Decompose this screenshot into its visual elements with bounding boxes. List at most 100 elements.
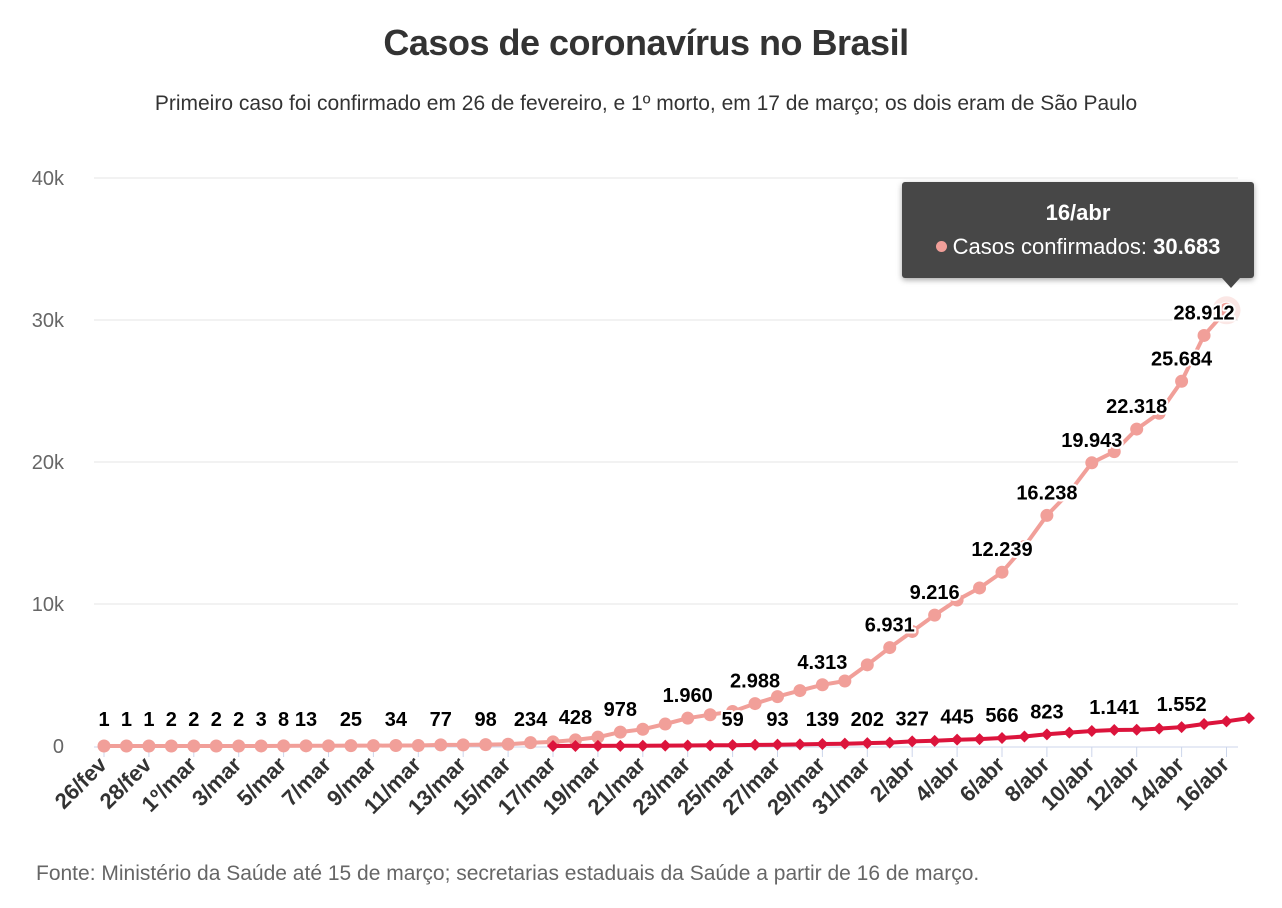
cases-point[interactable] (568, 733, 582, 747)
deaths-point[interactable] (591, 739, 604, 752)
deaths-point[interactable] (1220, 715, 1233, 728)
cases-point[interactable] (97, 739, 111, 753)
deaths-point[interactable] (838, 737, 851, 750)
deaths-point[interactable] (614, 739, 627, 752)
cases-point[interactable] (995, 565, 1009, 579)
cases-point[interactable] (613, 725, 627, 739)
cases-point[interactable] (501, 737, 515, 751)
cases-point[interactable] (1062, 485, 1076, 499)
series-cases[interactable] (97, 296, 1241, 753)
cases-point[interactable] (815, 678, 829, 692)
deaths-point[interactable] (1040, 728, 1053, 741)
cases-point[interactable] (119, 739, 133, 753)
cases-point[interactable] (209, 739, 223, 753)
cases-point[interactable] (1017, 540, 1031, 554)
deaths-data-label: 445 (940, 707, 973, 729)
cases-point[interactable] (456, 738, 470, 752)
deaths-point[interactable] (883, 736, 896, 749)
deaths-point[interactable] (726, 739, 739, 752)
deaths-point[interactable] (681, 739, 694, 752)
deaths-point[interactable] (1175, 721, 1188, 734)
deaths-point[interactable] (951, 733, 964, 746)
cases-point[interactable] (434, 738, 448, 752)
cases-point[interactable] (299, 739, 313, 753)
cases-point[interactable] (411, 739, 425, 753)
deaths-point[interactable] (1018, 730, 1031, 743)
cases-point[interactable] (1107, 445, 1121, 459)
cases-data-label: 234 (514, 709, 548, 731)
cases-point[interactable] (479, 738, 493, 752)
deaths-point[interactable] (569, 739, 582, 752)
cases-point[interactable] (389, 739, 403, 753)
cases-point[interactable] (681, 711, 695, 725)
cases-point[interactable] (883, 641, 897, 655)
cases-point[interactable] (771, 690, 784, 704)
deaths-point[interactable] (861, 737, 874, 750)
deaths-point[interactable] (1085, 725, 1098, 738)
cases-point[interactable] (748, 697, 762, 711)
cases-point[interactable] (928, 608, 942, 622)
cases-data-label: 25 (340, 709, 362, 731)
deaths-point[interactable] (996, 731, 1008, 744)
chart-title: Casos de coronavírus no Brasil (383, 22, 909, 63)
cases-point[interactable] (187, 739, 201, 753)
cases-point[interactable] (793, 684, 807, 698)
cases-point[interactable] (905, 624, 919, 638)
cases-point[interactable] (366, 739, 380, 753)
cases-point[interactable] (1197, 328, 1211, 342)
deaths-point[interactable] (1130, 723, 1143, 736)
tooltip-value: 30.683 (1153, 234, 1221, 259)
cases-point[interactable] (591, 730, 605, 744)
y-tick-label: 0 (53, 736, 64, 758)
cases-point[interactable] (1218, 301, 1235, 319)
cases-point[interactable] (1175, 374, 1189, 388)
cases-point[interactable] (277, 739, 291, 753)
cases-point[interactable] (1040, 508, 1054, 522)
deaths-point[interactable] (906, 735, 919, 748)
deaths-point[interactable] (659, 739, 672, 752)
cases-point[interactable] (524, 736, 538, 750)
cases-point[interactable] (658, 717, 672, 731)
series-deaths[interactable] (547, 712, 1255, 752)
cases-data-label: 77 (430, 709, 452, 731)
cases-point[interactable] (1152, 406, 1166, 420)
cases-point[interactable] (838, 674, 852, 688)
deaths-point[interactable] (547, 739, 559, 752)
cases-point[interactable] (232, 739, 246, 753)
deaths-point[interactable] (749, 738, 762, 751)
deaths-data-label: 1.141 (1089, 697, 1139, 719)
cases-point[interactable] (726, 704, 740, 718)
cases-data-label: 2 (188, 709, 199, 731)
cases-point[interactable] (703, 708, 717, 722)
cases-point[interactable] (636, 722, 650, 736)
deaths-data-label: 327 (896, 708, 929, 730)
cases-point[interactable] (322, 739, 335, 753)
deaths-point[interactable] (1153, 722, 1166, 735)
deaths-point[interactable] (1198, 717, 1211, 730)
cases-data-label: 2.988 (730, 671, 780, 693)
cases-point[interactable] (1085, 456, 1099, 470)
cases-data-label: 978 (604, 699, 637, 721)
cases-point[interactable] (164, 739, 178, 753)
cases-point[interactable] (973, 581, 987, 595)
deaths-point[interactable] (704, 739, 717, 752)
deaths-point[interactable] (973, 733, 986, 746)
deaths-point[interactable] (636, 739, 649, 752)
deaths-data-label: 139 (806, 709, 839, 731)
cases-point[interactable] (344, 739, 358, 753)
deaths-point[interactable] (1108, 724, 1121, 737)
cases-point[interactable] (142, 739, 156, 753)
cases-point[interactable] (1130, 422, 1144, 436)
deaths-point[interactable] (771, 738, 784, 751)
deaths-point[interactable] (1242, 712, 1255, 725)
cases-point[interactable] (860, 658, 874, 672)
deaths-point[interactable] (816, 738, 829, 751)
cases-point[interactable] (950, 593, 964, 607)
deaths-point[interactable] (793, 738, 806, 751)
x-tick-label: 2/abr (865, 752, 920, 807)
deaths-point[interactable] (1063, 726, 1076, 739)
deaths-point[interactable] (928, 734, 941, 747)
cases-data-label: 1 (98, 709, 109, 731)
cases-point[interactable] (254, 739, 268, 753)
